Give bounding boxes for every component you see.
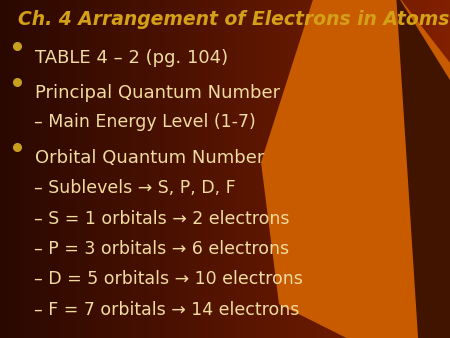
Polygon shape	[396, 0, 450, 338]
Text: – Main Energy Level (1-7): – Main Energy Level (1-7)	[34, 113, 256, 131]
Text: TABLE 4 – 2 (pg. 104): TABLE 4 – 2 (pg. 104)	[35, 49, 228, 67]
Text: Principal Quantum Number: Principal Quantum Number	[35, 84, 280, 102]
Text: – F = 7 orbitals → 14 electrons: – F = 7 orbitals → 14 electrons	[34, 301, 299, 319]
Text: – Sublevels → S, P, D, F: – Sublevels → S, P, D, F	[34, 179, 235, 197]
Text: – P = 3 orbitals → 6 electrons: – P = 3 orbitals → 6 electrons	[34, 240, 289, 258]
Polygon shape	[261, 0, 450, 338]
Text: – D = 5 orbitals → 10 electrons: – D = 5 orbitals → 10 electrons	[34, 270, 302, 288]
Text: Orbital Quantum Number: Orbital Quantum Number	[35, 149, 265, 167]
Text: – S = 1 orbitals → 2 electrons: – S = 1 orbitals → 2 electrons	[34, 210, 289, 227]
Text: Ch. 4 Arrangement of Electrons in Atoms: Ch. 4 Arrangement of Electrons in Atoms	[18, 10, 450, 29]
